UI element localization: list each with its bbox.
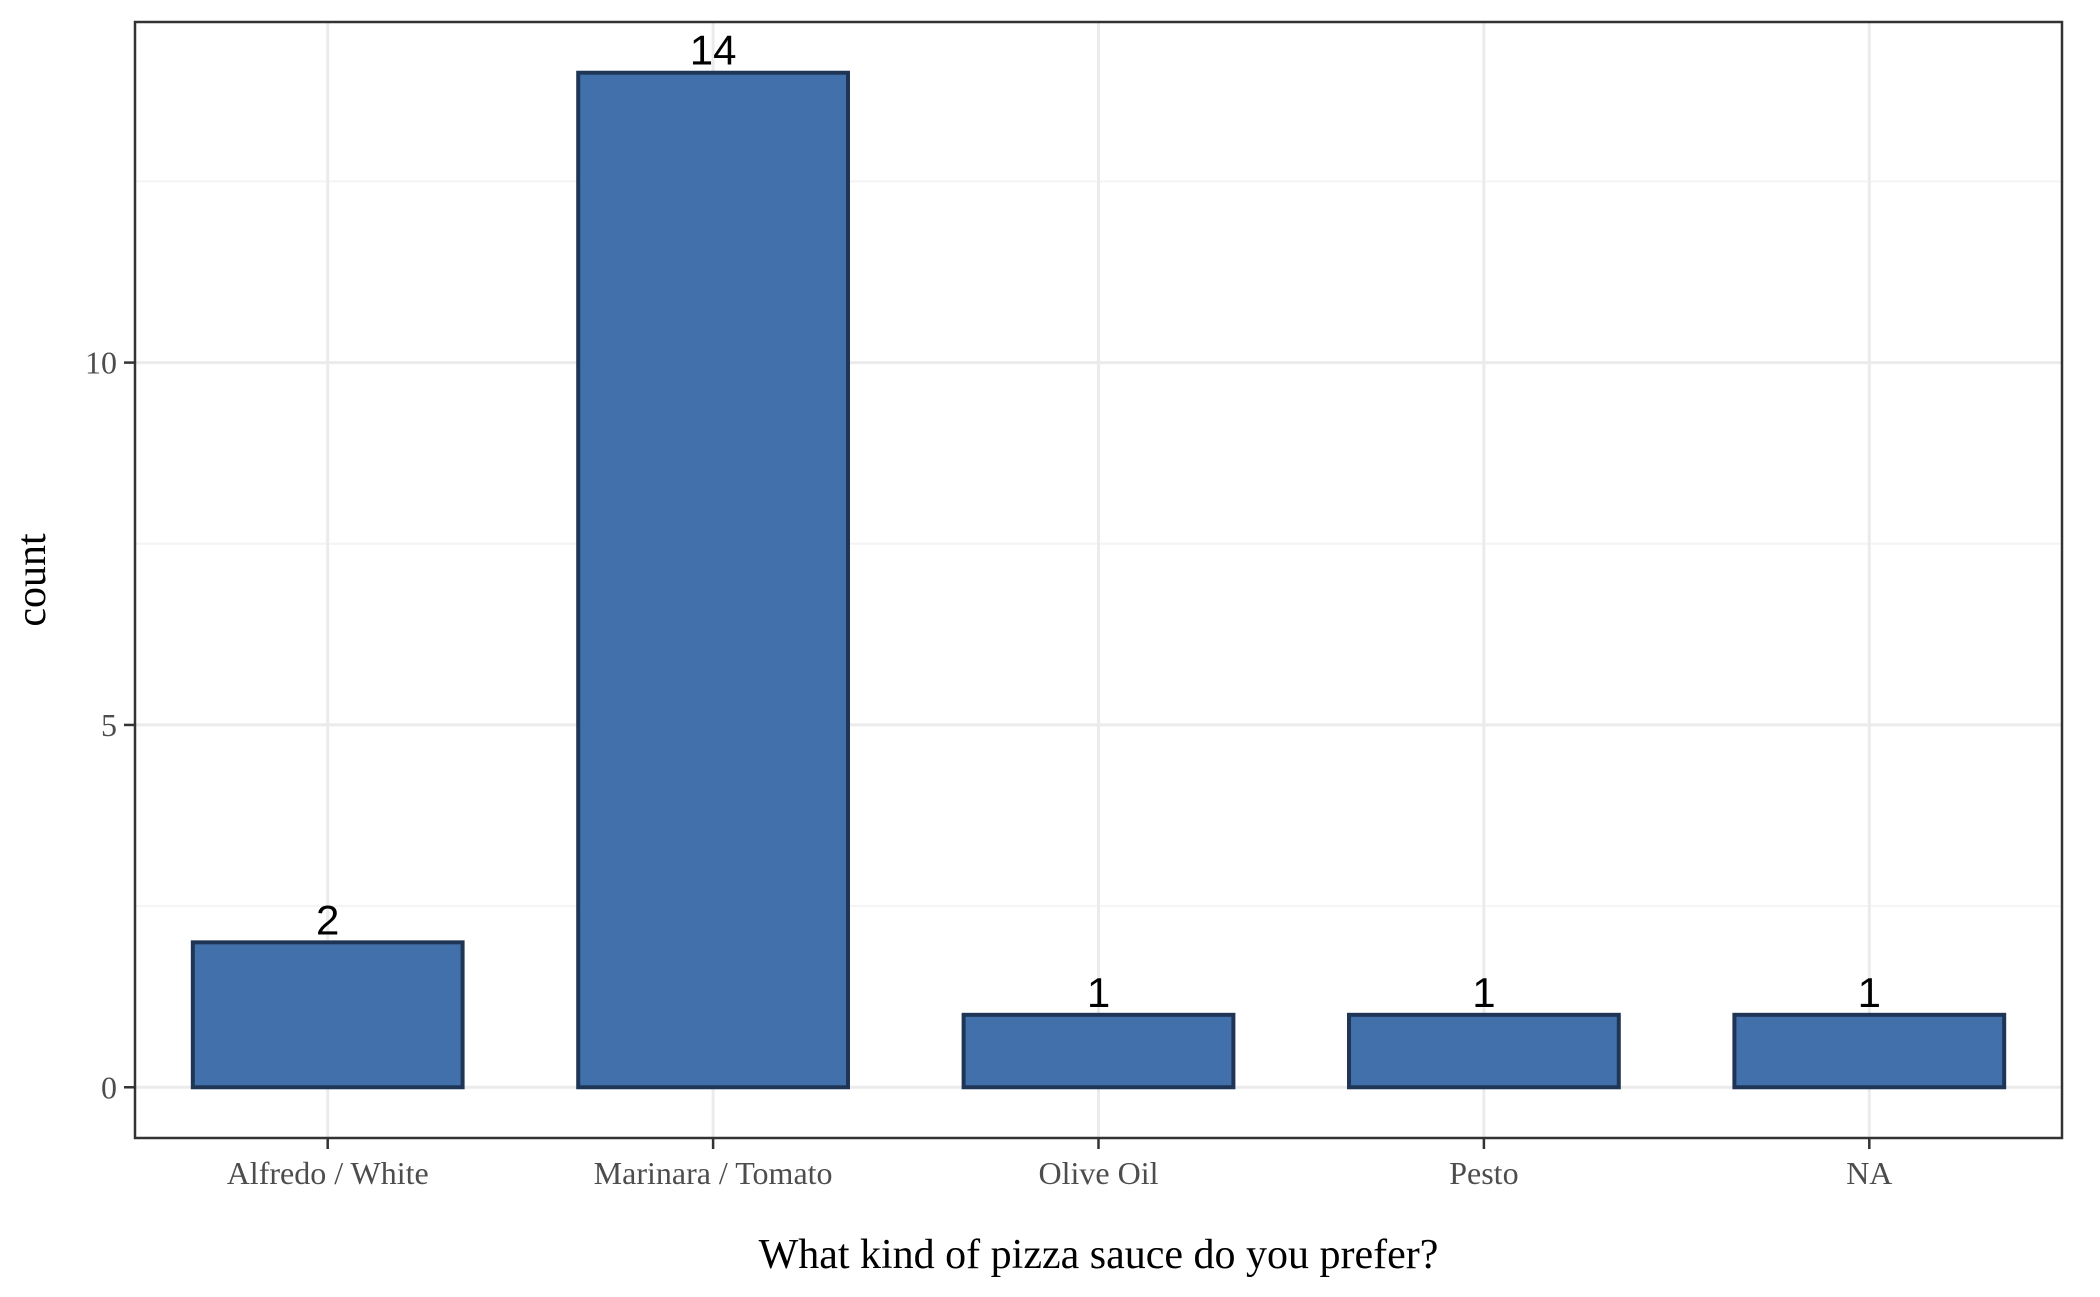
bar-data-label: 1 [1858,969,1881,1016]
bar-data-label: 2 [316,896,339,943]
x-tick-label: Alfredo / White [227,1155,429,1191]
bar [190,940,465,1090]
bars [190,70,2007,1090]
bar [1732,1012,2007,1090]
y-axis-title: count [9,533,55,627]
x-tick-label: Marinara / Tomato [594,1155,833,1191]
bar [961,1012,1236,1090]
data-labels: 2 14 1 1 1 [316,27,1881,1016]
y-tick-label: 0 [101,1069,117,1105]
x-axis: Alfredo / White Marinara / Tomato Olive Oi… [227,1138,1892,1191]
x-tick-label: Olive Oil [1039,1155,1159,1191]
bar-data-label: 1 [1087,969,1110,1016]
bar [576,70,850,1090]
bar [1347,1012,1621,1090]
x-tick-label: NA [1846,1155,1892,1191]
x-axis-title: What kind of pizza sauce do you prefer? [759,1232,1439,1278]
y-tick-label: 10 [85,345,117,381]
bar-data-label: 14 [690,27,737,74]
y-tick-label: 5 [101,707,117,743]
bar-data-label: 1 [1472,969,1495,1016]
y-axis: 0 5 10 [85,345,135,1105]
x-tick-label: Pesto [1449,1155,1518,1191]
